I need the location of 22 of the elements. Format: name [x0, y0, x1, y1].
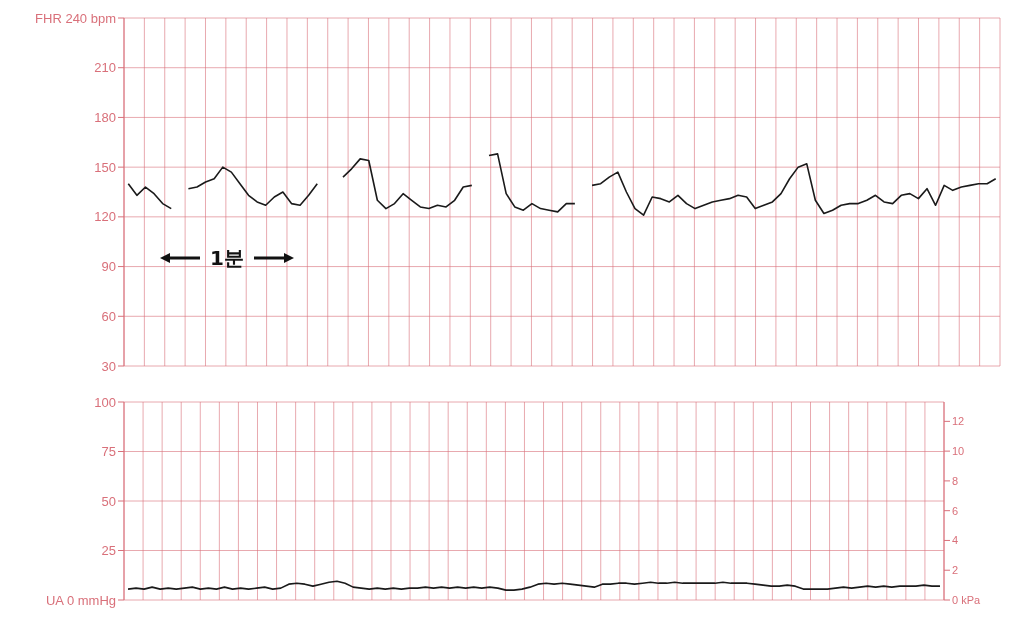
y-tick-label: 50 — [101, 493, 116, 509]
y-tick-label: 90 — [101, 259, 116, 275]
y-tick-label: 75 — [101, 444, 116, 460]
y-tick-label: 25 — [101, 543, 116, 559]
y2-tick-label: 0 kPa — [952, 593, 982, 606]
y-tick-label: 210 — [94, 60, 116, 76]
y-tick-label: 60 — [101, 308, 116, 324]
y2-tick-label: 10 — [952, 445, 965, 458]
y2-tick-label: 2 — [952, 564, 959, 577]
y2-tick-label: 6 — [952, 504, 959, 517]
y2-tick-label: 12 — [952, 415, 965, 428]
y-tick-label: 30 — [101, 358, 116, 374]
y-tick-label: 120 — [94, 209, 116, 225]
line-series — [127, 580, 941, 591]
y-tick-label: 100 — [94, 394, 116, 410]
annotation: 1분 — [210, 244, 244, 272]
y-tick-label: FHR 240 bpm — [35, 10, 116, 26]
y2-tick-label: 8 — [952, 474, 959, 487]
y-tick-label: UA 0 mmHg — [45, 592, 116, 608]
y2-tick-label: 4 — [952, 534, 959, 547]
y-tick-label: 180 — [94, 110, 116, 126]
y-tick-label: 150 — [94, 159, 116, 175]
